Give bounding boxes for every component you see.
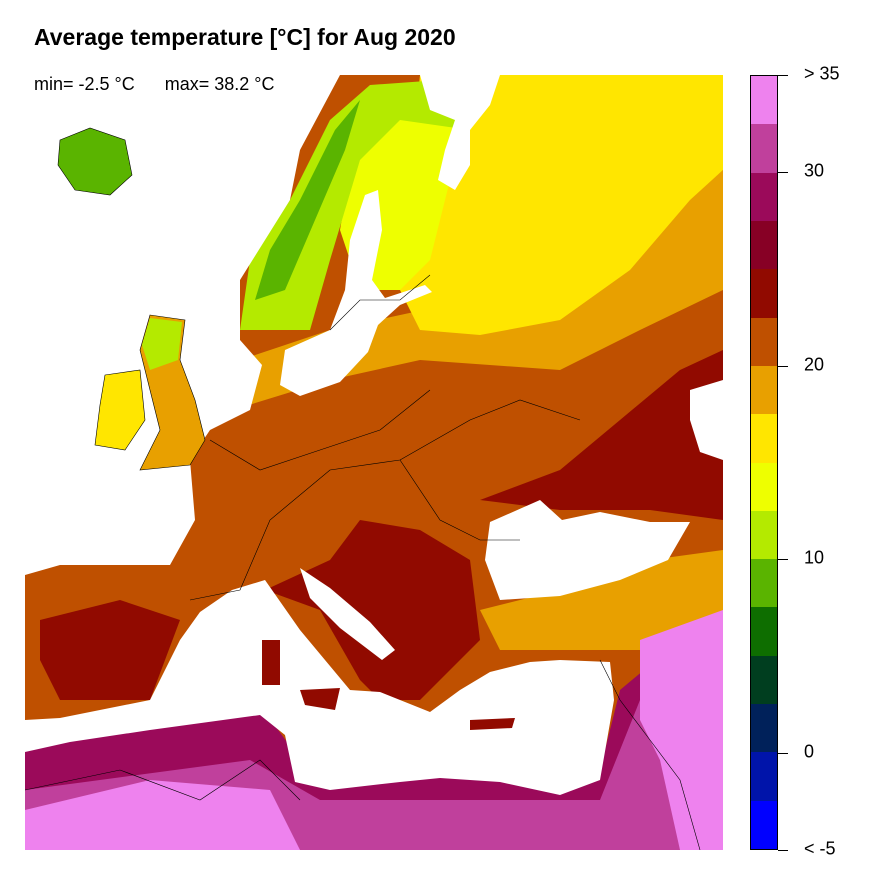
legend-tick-label: < -5 bbox=[804, 838, 836, 859]
mediterranean-sea bbox=[25, 580, 614, 795]
ireland bbox=[94, 369, 146, 451]
zone-south-darkred bbox=[40, 600, 180, 700]
zone-scandinavia bbox=[240, 80, 470, 330]
min-max-readout: min= -2.5 °C max= 38.2 °C bbox=[34, 74, 304, 95]
legend-swatch bbox=[751, 76, 777, 125]
legend-swatch bbox=[751, 607, 777, 656]
legend-swatch bbox=[751, 510, 777, 560]
legend-tick bbox=[778, 559, 788, 561]
map-title: Average temperature [°C] for Aug 2020 bbox=[34, 24, 456, 50]
zone-northeast-yellow bbox=[400, 75, 723, 335]
sardinia bbox=[262, 640, 280, 685]
legend-tick-label: > 35 bbox=[804, 63, 840, 84]
legend-swatch bbox=[751, 655, 777, 705]
min-value: min= -2.5 °C bbox=[34, 74, 135, 94]
legend-swatch bbox=[751, 269, 777, 318]
legend-tick-label: 30 bbox=[804, 160, 825, 181]
legend-tick bbox=[778, 753, 788, 755]
legend-tick bbox=[778, 75, 788, 76]
baltic-sea bbox=[280, 190, 432, 396]
caspian-sea bbox=[690, 380, 723, 460]
legend-swatch bbox=[751, 124, 777, 173]
zone-sahara-violet bbox=[25, 780, 300, 850]
legend-swatch bbox=[751, 704, 777, 753]
legend-swatch bbox=[751, 752, 777, 801]
legend-tick bbox=[778, 365, 788, 367]
legend-swatch bbox=[751, 414, 777, 463]
legend-swatch bbox=[751, 172, 777, 221]
crete bbox=[470, 718, 515, 730]
adriatic-sea bbox=[300, 568, 395, 660]
legend-swatch bbox=[751, 462, 777, 511]
zone-mountains bbox=[255, 100, 360, 300]
iceland bbox=[57, 127, 133, 196]
white-sea bbox=[420, 75, 500, 190]
legend-tick-label: 20 bbox=[804, 354, 825, 375]
legend-tick-label: 0 bbox=[804, 741, 815, 762]
legend-swatch bbox=[751, 559, 777, 608]
zone-turkey bbox=[480, 550, 723, 650]
legend-swatch bbox=[751, 317, 777, 366]
legend-swatch bbox=[751, 220, 777, 270]
max-value: max= 38.2 °C bbox=[164, 74, 275, 94]
color-legend bbox=[750, 75, 778, 850]
zone-south-russia bbox=[480, 350, 723, 520]
legend-tick bbox=[778, 850, 788, 851]
zone-arabia-violet bbox=[640, 610, 723, 850]
legend-tick-label: 10 bbox=[804, 547, 825, 568]
country-borders bbox=[25, 274, 701, 850]
legend-tick bbox=[778, 171, 788, 173]
scotland bbox=[142, 318, 182, 370]
legend-swatch bbox=[751, 800, 777, 849]
legend-swatch bbox=[751, 365, 777, 415]
sicily bbox=[300, 688, 340, 710]
zone-italy-balkans bbox=[265, 520, 480, 700]
black-sea bbox=[485, 500, 690, 600]
